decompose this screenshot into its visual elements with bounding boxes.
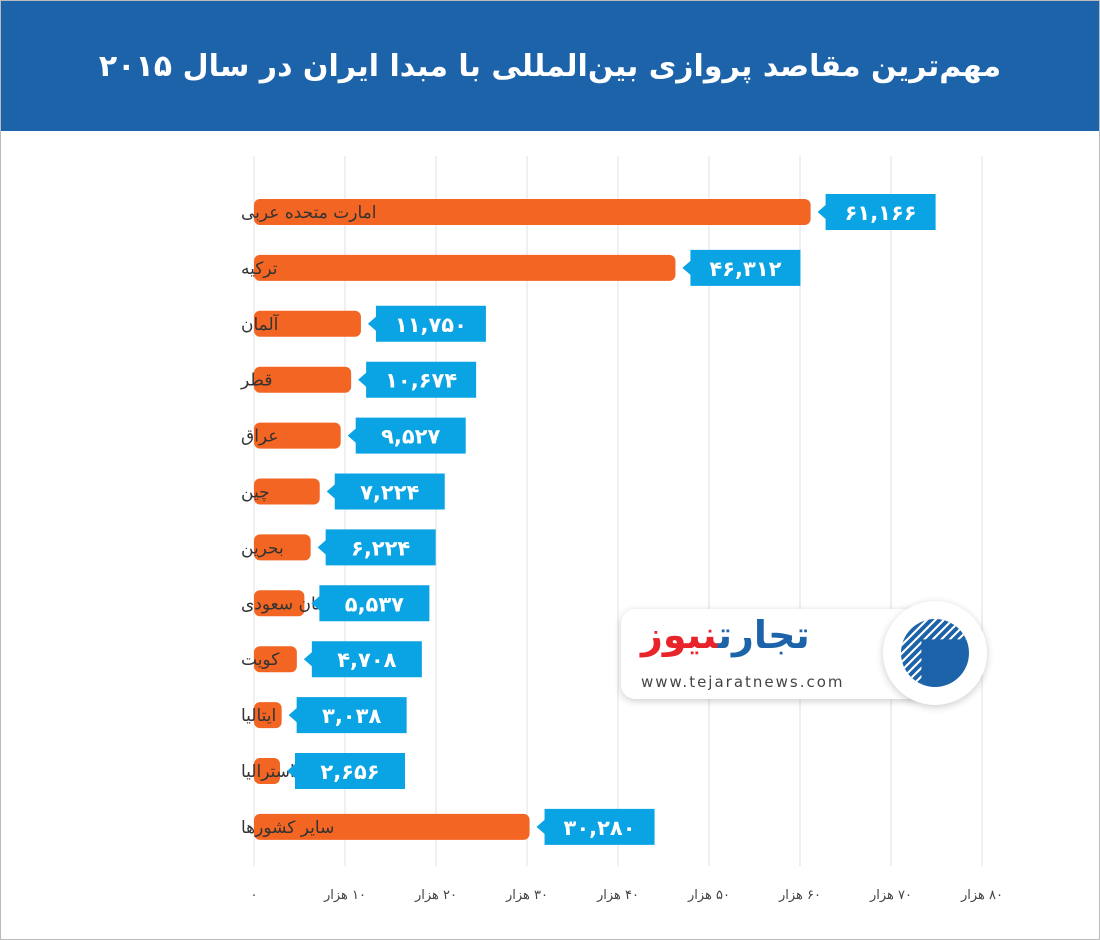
value-label: ۱۰,۶۷۴ bbox=[385, 369, 457, 393]
value-label-box bbox=[326, 473, 445, 510]
chart-title: مهم‌ترین مقاصد پروازی بین‌المللی با مبدا… bbox=[98, 48, 1002, 84]
x-tick-label: ۸۰ هزار bbox=[960, 888, 1003, 903]
x-tick-label: ۳۰ هزار bbox=[505, 888, 548, 903]
bar bbox=[254, 478, 320, 505]
logo-name-1: تجارت bbox=[717, 613, 810, 657]
value-label-box bbox=[682, 249, 801, 286]
value-label: ۳۰,۲۸۰ bbox=[564, 816, 636, 840]
value-label-box bbox=[311, 585, 430, 622]
category-label: امارت متحده عربی bbox=[241, 203, 377, 223]
category-label: ترکیه bbox=[241, 259, 278, 279]
x-tick-label: ۱۰ هزار bbox=[323, 888, 366, 903]
value-label: ۱۱,۷۵۰ bbox=[395, 313, 467, 337]
x-tick-label: ۶۰ هزار bbox=[778, 888, 821, 903]
value-label-box bbox=[817, 194, 936, 230]
bar bbox=[254, 813, 530, 840]
value-label-box bbox=[303, 641, 422, 678]
bar bbox=[254, 646, 297, 673]
x-tick-label: ۰ bbox=[251, 888, 258, 903]
value-label-box bbox=[317, 529, 436, 566]
value-label: ۶۱,۱۶۶ bbox=[845, 201, 917, 225]
x-tick-label: ۲۰ هزار bbox=[414, 888, 457, 903]
bar bbox=[254, 758, 280, 784]
bar bbox=[254, 254, 676, 281]
bar bbox=[254, 310, 361, 337]
value-label: ۷,۲۲۴ bbox=[360, 481, 419, 505]
value-label-box bbox=[347, 417, 466, 454]
value-label-box bbox=[367, 305, 486, 342]
category-label: چین bbox=[241, 483, 270, 503]
logo-name-2: نیوز bbox=[641, 613, 718, 657]
value-label-box bbox=[358, 361, 477, 398]
value-label-box bbox=[536, 808, 655, 845]
value-label: ۳,۰۳۸ bbox=[322, 704, 381, 728]
bar bbox=[254, 366, 352, 393]
category-label: کویت bbox=[241, 650, 280, 670]
value-label: ۲,۶۵۶ bbox=[320, 760, 379, 784]
category-label: بحرین bbox=[241, 538, 284, 558]
value-label: ۴,۷۰۸ bbox=[337, 648, 396, 672]
bar bbox=[254, 422, 341, 449]
header: مهم‌ترین مقاصد پروازی بین‌المللی با مبدا… bbox=[1, 1, 1099, 131]
bar bbox=[254, 534, 311, 561]
category-label: ایتالیا bbox=[241, 706, 276, 726]
x-tick-label: ۴۰ هزار bbox=[596, 888, 639, 903]
category-label: آلمان bbox=[241, 313, 280, 335]
category-label: استرالیا bbox=[241, 762, 295, 782]
category-label: قطر bbox=[240, 371, 272, 391]
bar bbox=[254, 702, 282, 729]
x-tick-label: ۷۰ هزار bbox=[869, 888, 912, 903]
category-label: عراق bbox=[241, 427, 278, 447]
value-label: ۴۶,۳۱۲ bbox=[709, 257, 781, 281]
category-label: سایر کشورها bbox=[241, 818, 334, 838]
logo: تجارتنیوز www.tejaratnews.com bbox=[621, 601, 987, 706]
value-label-box bbox=[287, 753, 405, 789]
logo-mark-icon bbox=[901, 619, 969, 687]
bar bbox=[254, 590, 305, 617]
value-label: ۹,۵۲۷ bbox=[381, 425, 440, 449]
x-tick-label: ۵۰ هزار bbox=[687, 888, 730, 903]
value-label: ۵,۵۳۷ bbox=[345, 592, 404, 616]
value-label-box bbox=[288, 697, 407, 734]
value-label: ۶,۲۲۴ bbox=[351, 536, 410, 560]
logo-url: www.tejaratnews.com bbox=[641, 673, 845, 691]
bar bbox=[254, 199, 811, 225]
